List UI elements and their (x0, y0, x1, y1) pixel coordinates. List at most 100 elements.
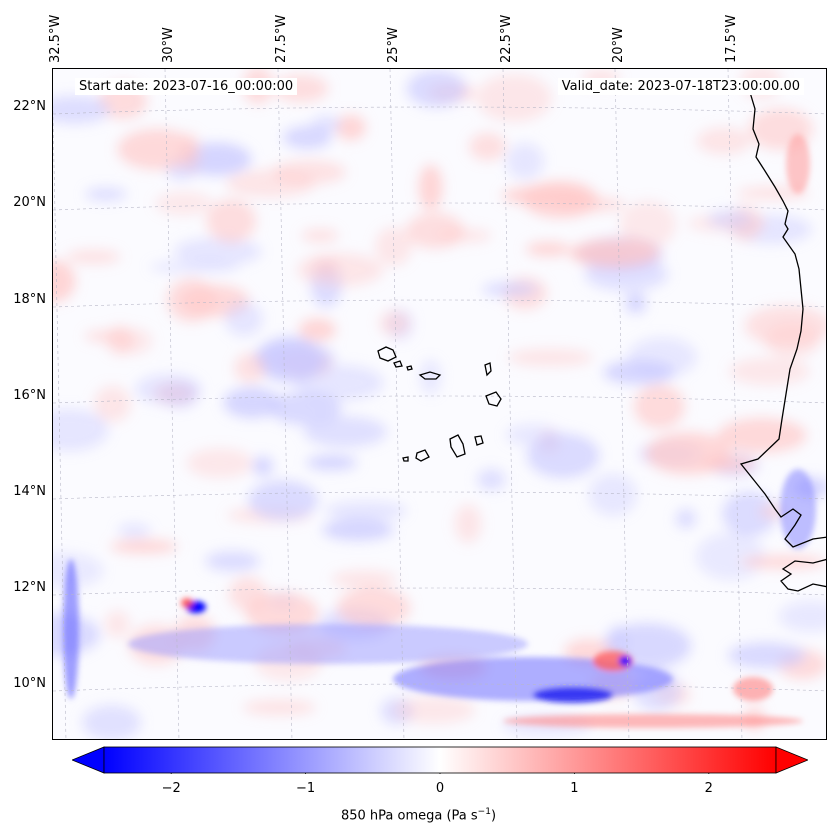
island-fogo (415, 449, 430, 462)
ascent-patch (252, 456, 273, 477)
descent-patch (375, 227, 412, 266)
ascent-patch (627, 337, 697, 378)
descent-patch (297, 253, 384, 287)
descent-patch (717, 417, 807, 453)
descent-patch (331, 570, 398, 588)
meridian-line (502, 69, 518, 739)
ascent-patch (294, 364, 384, 401)
parallel-line (53, 683, 826, 692)
ascent-patch (223, 387, 281, 419)
parallel-line (53, 106, 826, 115)
descent-patch (620, 200, 676, 249)
colorbar-tick-label: 0 (435, 781, 445, 796)
ascent-patch (728, 642, 806, 669)
ascent-patch (675, 509, 697, 529)
meridian-line (53, 102, 67, 739)
descent-patch (525, 241, 571, 257)
ascent-patch (174, 237, 262, 266)
longitude-label: 27.5°W (274, 14, 289, 63)
map-panel: Start date: 2023-07-16_00:00:00 Valid_da… (52, 68, 827, 740)
ascent-patch (268, 391, 342, 425)
descent-patch (633, 384, 685, 429)
descent-patch (66, 249, 121, 265)
descent-patch (298, 318, 337, 342)
ascent-patch (53, 552, 104, 589)
longitude-label: 22.5°W (499, 14, 514, 63)
descent-patch (234, 353, 267, 383)
descent-patch (245, 592, 319, 635)
ascent-patch (707, 209, 753, 229)
ascent-patch (85, 187, 127, 201)
colorbar-tick-label: −1 (296, 781, 316, 796)
ascent-patch (322, 519, 394, 541)
ascent-patch (248, 480, 318, 521)
colorbar-label: 850 hPa omega (Pa s−1) (340, 807, 497, 824)
descent-patch (418, 164, 443, 211)
descent-patch (186, 448, 253, 478)
meridian-line (727, 69, 743, 739)
island-maio (474, 435, 484, 446)
descent-patch (393, 696, 476, 724)
descent-patch (379, 310, 410, 336)
descent-patch (104, 610, 130, 638)
descent-patch (508, 348, 593, 367)
ascent-patch (82, 705, 141, 739)
descent-patch (206, 199, 257, 243)
descent-patch (501, 185, 589, 206)
longitude-label: 25°W (386, 27, 401, 63)
descent-patch (272, 159, 347, 185)
longitude-label: 17.5°W (724, 14, 739, 63)
meridian-line (277, 69, 293, 739)
ascent-patch (118, 523, 151, 539)
latitude-label: 22°N (13, 99, 46, 114)
ascent-patch (282, 125, 332, 150)
ascent-patch (53, 95, 111, 124)
colorbar-body (103, 746, 777, 774)
island-santo-antao (377, 346, 397, 362)
omega-field-map (53, 69, 826, 739)
ascent-patch (589, 473, 637, 516)
descent-patch (764, 322, 820, 358)
descent-patch (736, 186, 810, 200)
parallel-line (53, 395, 826, 404)
descent-patch (94, 385, 131, 423)
latitude-label: 16°N (13, 388, 46, 403)
ascent-patch (406, 70, 467, 108)
longitude-label: 30°W (161, 27, 176, 63)
ascent-patch (506, 423, 561, 446)
descent-patch (729, 357, 810, 386)
colorbar: −2 −1 0 1 2 (70, 746, 810, 796)
valid-date-label: Valid_date: 2023-07-18T23:00:00.00 (557, 78, 804, 95)
colorbar-gradient (70, 746, 810, 777)
latitude-label: 14°N (13, 484, 46, 499)
latitude-label: 18°N (13, 292, 46, 307)
descent-patch (335, 114, 366, 141)
descent-patch (53, 260, 76, 303)
island-sao-vicente (393, 360, 403, 368)
descent-patch (476, 74, 552, 122)
start-date-label: Start date: 2023-07-16_00:00:00 (75, 78, 298, 95)
island-sal (484, 362, 492, 377)
descent-patch (116, 328, 153, 355)
descent-patch (645, 432, 732, 475)
meridian-line (164, 69, 180, 739)
island-boa-vista (485, 391, 502, 407)
island-santiago (449, 434, 466, 458)
graticule (53, 69, 826, 739)
island-santa-luzia (406, 365, 413, 371)
ascent-patch (695, 532, 766, 580)
parallel-line (53, 587, 826, 596)
ascent-patch (477, 469, 506, 491)
ascent-patch (224, 301, 263, 337)
island-sao-nicolau (418, 371, 442, 380)
island-brava (402, 456, 409, 462)
parallel-line (53, 491, 826, 500)
ascent-patch (325, 501, 407, 521)
ascent-patch (506, 143, 544, 180)
descent-patch (454, 504, 482, 543)
ascent-patch (53, 408, 109, 452)
west-africa-coastline (739, 88, 826, 592)
descent-patch (469, 132, 507, 161)
parallel-line (53, 202, 826, 211)
ascent-patch (303, 416, 387, 448)
